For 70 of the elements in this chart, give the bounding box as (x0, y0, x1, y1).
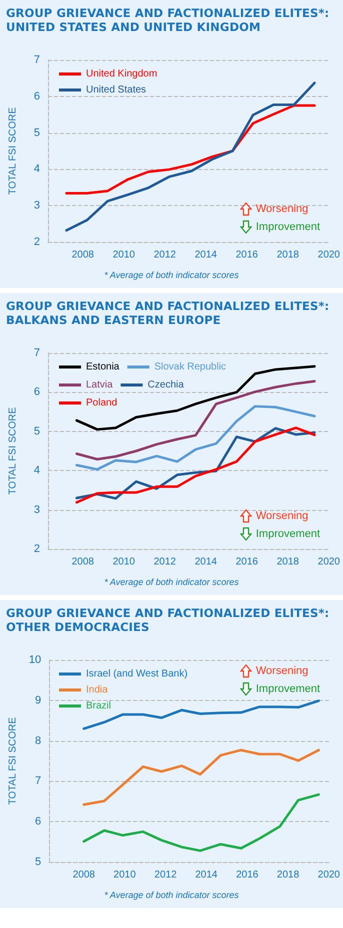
y-tick-label: 6 (35, 816, 42, 828)
annotation: Worsening (256, 510, 308, 522)
y-axis-title: TOTAL FSI SCORE (8, 106, 18, 195)
legend-label: Slovak Republic (154, 362, 226, 372)
x-tick-label: 2018 (276, 250, 300, 260)
annotation: Improvement (256, 683, 320, 695)
annotation: Improvement (256, 528, 320, 540)
y-tick-label: 4 (34, 163, 40, 176)
legend-label: Poland (86, 398, 118, 408)
x-tick-label: 2010 (112, 250, 136, 260)
y-tick-label: 7 (34, 347, 40, 359)
y-tick-label: 10 (28, 654, 42, 666)
y-axis-title: TOTAL FSI SCORE (8, 716, 18, 805)
y-tick-label: 5 (34, 425, 40, 438)
y-tick-label: 8 (35, 734, 42, 747)
legend-label: Brazil (86, 700, 112, 712)
annotation: Worsening (256, 665, 308, 677)
x-tick-label: 2016 (236, 870, 259, 880)
y-tick-label: 2 (34, 236, 40, 248)
x-tick-label: 2016 (236, 556, 258, 568)
y-tick-label: 3 (34, 200, 40, 212)
annotation: Improvement (256, 221, 320, 233)
line-series (82, 748, 320, 806)
x-tick-label: 2020 (318, 556, 340, 568)
x-tick-label: 2018 (276, 870, 300, 880)
legend-label: Czechia (148, 380, 184, 390)
line-series (75, 380, 316, 460)
y-tick-label: 5 (34, 126, 40, 139)
y-tick-label: 2 (34, 543, 40, 555)
y-tick-label: 4 (34, 464, 40, 477)
chart-title: GROUP GRIEVANCE AND FACTIONALIZED ELITES*: BALKANS AND EASTERN EUROPE (5, 298, 330, 327)
x-tick-label: 2014 (195, 870, 218, 880)
line-series (82, 700, 320, 730)
annotation: Worsening (256, 203, 308, 215)
line-series (65, 104, 316, 194)
y-tick-label: 3 (34, 504, 40, 516)
y-tick-label: 9 (35, 694, 42, 706)
text: * Average of both indicator scores (103, 890, 240, 902)
x-tick-label: 2008 (72, 870, 96, 880)
legend-label: United Kingdom (86, 68, 158, 80)
y-tick-label: 6 (34, 386, 40, 398)
x-tick-label: 2012 (154, 556, 176, 568)
line-series (75, 405, 316, 471)
x-tick-label: 2012 (154, 870, 178, 880)
y-tick-label: 5 (35, 856, 42, 868)
legend-label: Latvia (86, 380, 114, 390)
chart-title: GROUP GRIEVANCE AND FACTIONALIZED ELITES*: OTHER DEMOCRACIES (5, 605, 330, 634)
x-tick-label: 2010 (112, 556, 136, 568)
y-tick-label: 6 (34, 90, 40, 102)
y-axis-title: TOTAL FSI SCORE (8, 406, 18, 495)
x-tick-label: 2020 (318, 250, 340, 260)
legend-label: Israel (and West Bank) (86, 668, 188, 680)
x-tick-label: 2016 (236, 250, 258, 260)
x-tick-label: 2008 (72, 556, 94, 568)
x-tick-label: 2010 (114, 870, 136, 880)
y-tick-label: 7 (34, 54, 40, 66)
x-tick-label: 2008 (72, 250, 94, 260)
chart-title: GROUP GRIEVANCE AND FACTIONALIZED ELITES*: UNITED STATES AND UNITED KINGDOM (5, 5, 330, 34)
legend-label: United States (86, 84, 146, 96)
text: * Average of both indicator scores (103, 270, 240, 282)
x-tick-label: 2020 (318, 870, 340, 880)
text: * Average of both indicator scores (103, 577, 240, 589)
line-series (82, 793, 320, 852)
x-tick-label: 2014 (194, 556, 218, 568)
legend-label: Estonia (86, 362, 120, 372)
legend-label: India (86, 684, 108, 696)
x-tick-label: 2018 (276, 556, 300, 568)
x-tick-label: 2014 (194, 250, 218, 260)
x-tick-label: 2012 (154, 250, 176, 260)
y-tick-label: 7 (35, 775, 42, 788)
